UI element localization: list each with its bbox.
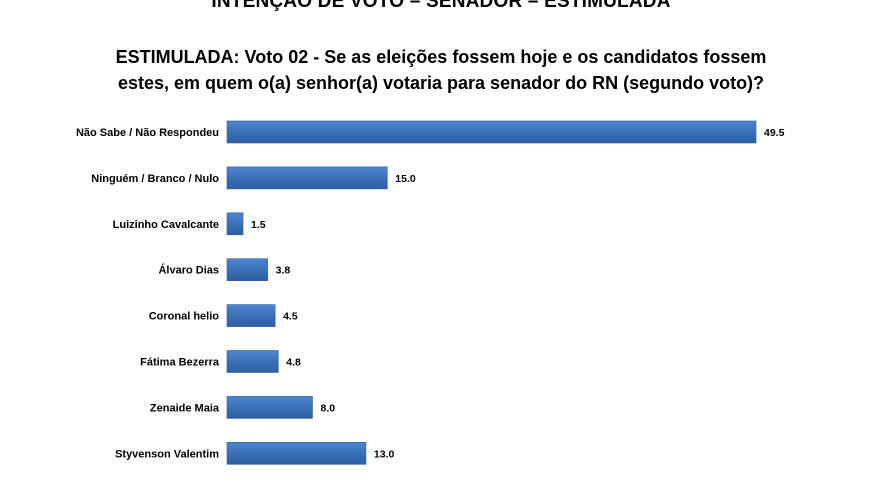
value-label: 8.0 [320,402,335,414]
bar [226,258,268,282]
category-label: Álvaro Dias [158,264,219,277]
bars-layer: Não Sabe / Não Respondeu 49.5 Ninguém / Br… [76,120,785,465]
page-title: INTENÇÃO DE VOTO – SENADOR – ESTIMULADA [211,0,671,12]
value-label: 3.8 [276,265,291,277]
category-label: Styvenson Valentim [115,448,219,460]
category-label: Fátima Bezerra [140,357,220,369]
bar [226,350,279,373]
category-label: Coronal helio [149,311,220,323]
category-label: Luizinho Cavalcante [113,219,219,231]
chart-question: ESTIMULADA: Voto 02 - Se as eleições fos… [0,44,882,96]
value-label: 13.0 [374,448,395,460]
category-label: Não Sabe / Não Respondeu [76,127,219,139]
bar [226,441,367,465]
bar [226,304,276,327]
bar [226,212,244,236]
value-label: 4.8 [286,357,301,369]
category-label: Zenaide Maia [150,402,220,414]
value-label: 49.5 [764,127,785,139]
bar [226,120,757,144]
bar [226,166,388,190]
question-line-2: estes, em quem o(a) senhor(a) votaria pa… [117,73,765,93]
value-label: 1.5 [251,219,266,231]
value-label: 4.5 [283,311,298,323]
question-line-1: ESTIMULADA: Voto 02 - Se as eleições fos… [115,47,767,67]
value-label: 15.0 [395,173,416,185]
bar [226,396,313,419]
category-label: Ninguém / Branco / Nulo [91,173,219,185]
